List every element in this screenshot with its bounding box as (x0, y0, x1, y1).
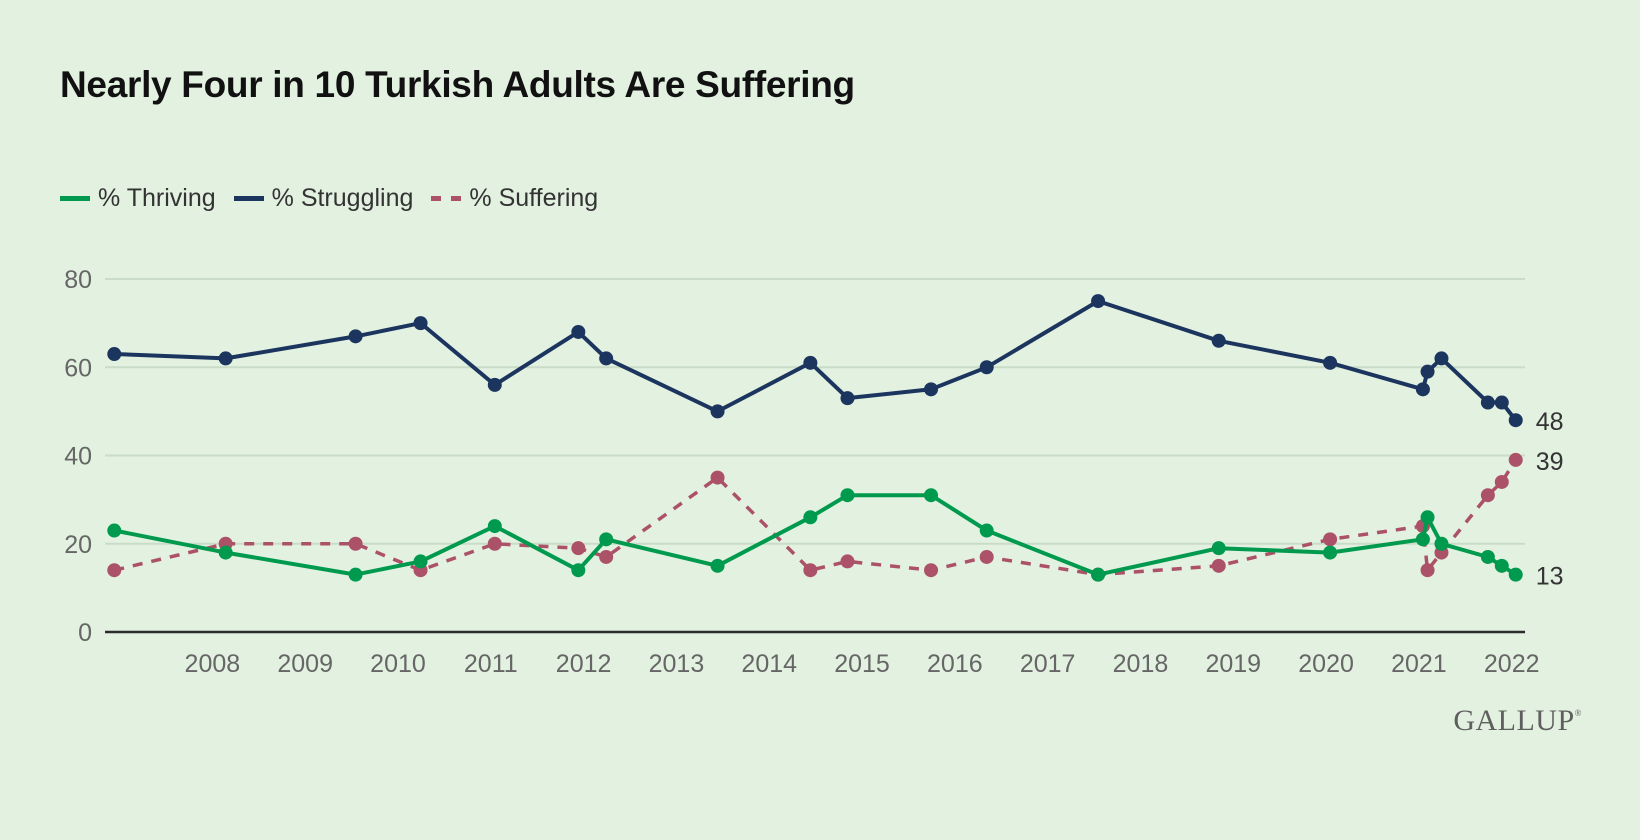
chart-title: Nearly Four in 10 Turkish Adults Are Suf… (60, 64, 855, 105)
legend-swatch-suffering (431, 196, 462, 201)
data-point-struggling (924, 382, 939, 397)
data-point-struggling (710, 404, 725, 419)
data-point-thriving (710, 558, 725, 573)
x-tick-label: 2019 (1205, 650, 1261, 678)
y-tick-label: 60 (64, 354, 92, 382)
data-point-thriving (1508, 567, 1523, 582)
data-point-struggling (1420, 364, 1435, 379)
data-point-struggling (1434, 351, 1449, 366)
legend: % Thriving % Struggling % Suffering (60, 184, 598, 213)
data-point-suffering (348, 536, 363, 551)
legend-swatch-struggling (233, 196, 264, 201)
data-point-struggling (487, 377, 502, 392)
data-point-struggling (1508, 413, 1523, 428)
legend-label-struggling: % Struggling (271, 184, 414, 212)
data-point-suffering (924, 563, 939, 578)
x-tick-label: 2021 (1391, 650, 1447, 678)
x-tick-label: 2011 (464, 650, 518, 678)
x-tick-label: 2020 (1298, 650, 1354, 678)
data-point-thriving (571, 563, 586, 578)
data-point-thriving (1323, 545, 1338, 560)
data-point-thriving (803, 510, 818, 525)
data-point-suffering (1323, 532, 1338, 547)
data-point-struggling (1211, 333, 1226, 348)
registered-mark: ® (1574, 708, 1582, 718)
data-point-suffering (107, 563, 122, 578)
data-point-thriving (218, 545, 233, 560)
data-point-suffering (710, 470, 725, 485)
x-tick-label: 2008 (185, 650, 241, 678)
y-tick-label: 0 (78, 619, 92, 647)
legend-label-thriving: % Thriving (98, 184, 216, 212)
brand-name: GALLUP (1453, 704, 1575, 737)
data-point-suffering (1420, 563, 1435, 578)
legend-item-thriving: % Thriving (60, 184, 216, 213)
data-point-thriving (840, 488, 855, 503)
legend-item-struggling: % Struggling (233, 184, 414, 213)
data-point-thriving (1420, 510, 1435, 525)
data-point-suffering (487, 536, 502, 551)
data-point-struggling (1323, 355, 1338, 370)
x-tick-label: 2016 (927, 650, 983, 678)
data-point-suffering (571, 541, 586, 556)
data-point-thriving (1434, 536, 1449, 551)
end-label-suffering: 39 (1536, 448, 1564, 476)
end-label-struggling: 48 (1536, 408, 1564, 436)
data-point-suffering (979, 549, 994, 564)
data-point-struggling (218, 351, 233, 366)
data-point-thriving (1480, 549, 1495, 564)
x-tick-label: 2017 (1020, 650, 1076, 678)
legend-item-suffering: % Suffering (431, 184, 598, 213)
data-point-struggling (571, 324, 586, 339)
legend-swatch-thriving (60, 196, 90, 201)
data-point-suffering (803, 563, 818, 578)
data-point-struggling (803, 355, 818, 370)
x-tick-label: 2015 (834, 650, 890, 678)
data-point-thriving (1211, 541, 1226, 556)
data-point-struggling (599, 351, 614, 366)
data-point-suffering (840, 554, 855, 569)
data-point-thriving (599, 532, 614, 547)
data-point-struggling (1415, 382, 1430, 397)
x-tick-label: 2018 (1113, 650, 1169, 678)
data-point-suffering (1480, 488, 1495, 503)
y-tick-label: 80 (64, 266, 92, 294)
data-point-struggling (1494, 395, 1509, 410)
data-point-struggling (1091, 294, 1106, 309)
data-point-thriving (1415, 532, 1430, 547)
data-point-struggling (107, 347, 122, 362)
series-line-thriving (113, 493, 1517, 577)
y-tick-label: 20 (64, 531, 92, 559)
data-point-struggling (348, 329, 363, 344)
x-tick-label: 2022 (1484, 650, 1540, 678)
x-tick-label: 2013 (649, 650, 705, 678)
end-label-thriving: 13 (1536, 563, 1564, 591)
data-point-thriving (107, 523, 122, 538)
y-tick-label: 40 (64, 443, 92, 471)
data-point-suffering (1211, 558, 1226, 573)
x-tick-label: 2014 (741, 650, 797, 678)
gallup-logo: GALLUP® (1453, 704, 1582, 738)
data-point-suffering (1508, 452, 1523, 467)
data-point-suffering (1494, 474, 1509, 489)
data-point-suffering (599, 549, 614, 564)
data-point-struggling (979, 360, 994, 375)
data-point-thriving (487, 519, 502, 534)
data-point-thriving (1091, 567, 1106, 582)
x-tick-label: 2012 (556, 650, 612, 678)
data-point-thriving (348, 567, 363, 582)
data-point-thriving (413, 554, 428, 569)
data-point-thriving (924, 488, 939, 503)
data-point-thriving (1494, 558, 1509, 573)
legend-label-suffering: % Suffering (469, 184, 599, 212)
data-point-thriving (979, 523, 994, 538)
data-point-struggling (413, 316, 428, 331)
data-point-struggling (1480, 395, 1495, 410)
x-tick-label: 2009 (277, 650, 333, 678)
x-tick-label: 2010 (370, 650, 426, 678)
data-point-struggling (840, 391, 855, 406)
